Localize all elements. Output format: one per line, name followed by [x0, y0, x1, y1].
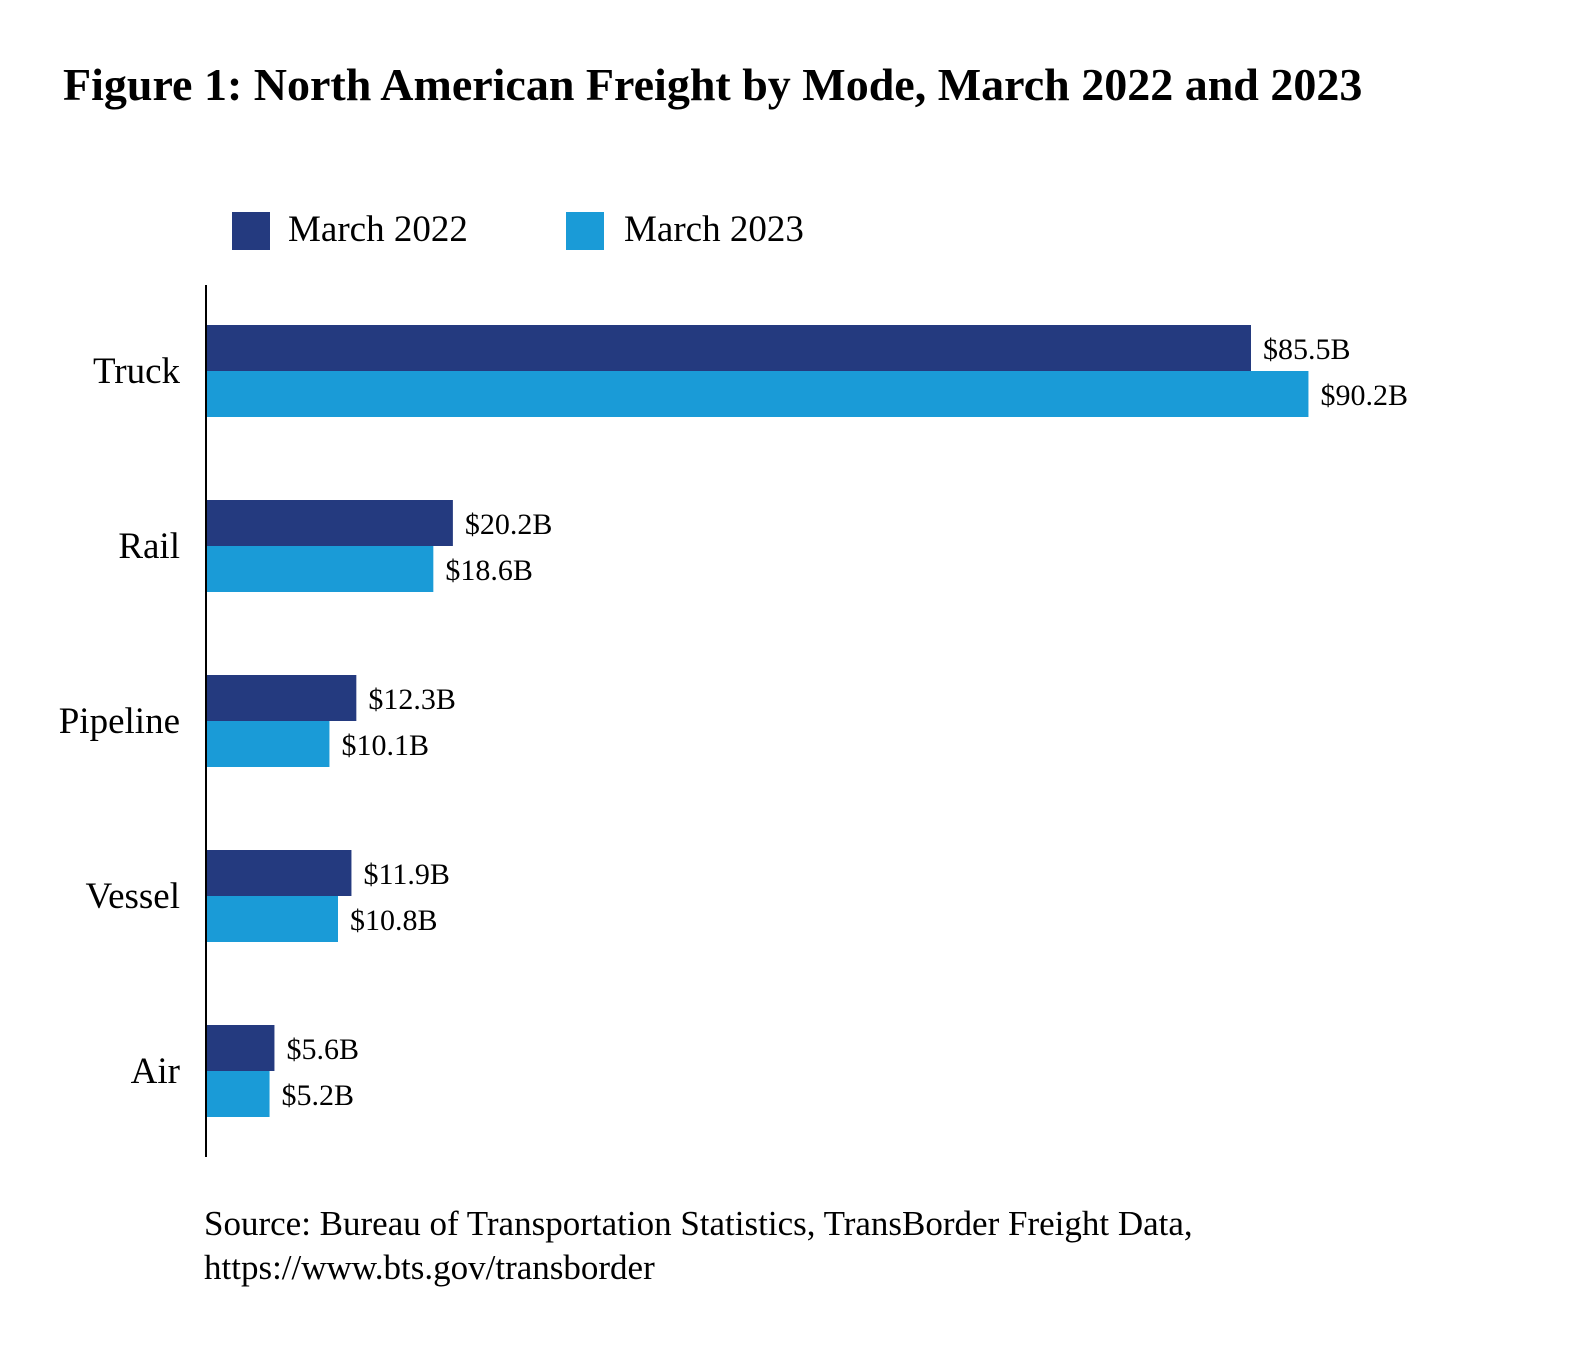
- bar-vessel-1: [206, 896, 338, 942]
- source-line-1: Source: Bureau of Transportation Statist…: [204, 1204, 1193, 1243]
- bar-air-1: [206, 1071, 270, 1117]
- source-note: Source: Bureau of Transportation Statist…: [204, 1202, 1193, 1290]
- value-label-vessel-0: $11.9B: [363, 858, 449, 891]
- category-label-rail: Rail: [118, 526, 180, 567]
- legend-swatch-2022: [232, 212, 270, 250]
- category-label-truck: Truck: [93, 351, 181, 392]
- bar-truck-0: [206, 325, 1251, 371]
- bar-vessel-0: [206, 850, 352, 896]
- value-label-pipeline-1: $10.1B: [341, 729, 429, 762]
- legend-label-2022: March 2022: [288, 209, 468, 250]
- value-label-air-0: $5.6B: [286, 1033, 359, 1066]
- category-label-vessel: Vessel: [85, 876, 180, 917]
- value-label-air-1: $5.2B: [282, 1079, 355, 1112]
- bar-rail-1: [206, 546, 434, 592]
- value-label-truck-1: $90.2B: [1320, 379, 1408, 412]
- bar-air-0: [206, 1025, 275, 1071]
- value-label-pipeline-0: $12.3B: [368, 683, 456, 716]
- legend-label-2023: March 2023: [624, 209, 804, 250]
- bar-rail-0: [206, 500, 453, 546]
- bar-pipeline-0: [206, 675, 357, 721]
- chart-title: Figure 1: North American Freight by Mode…: [63, 59, 1363, 110]
- category-label-air: Air: [131, 1051, 180, 1092]
- bar-truck-1: [206, 371, 1309, 417]
- value-label-rail-0: $20.2B: [465, 508, 553, 541]
- category-label-pipeline: Pipeline: [59, 701, 180, 742]
- value-label-rail-1: $18.6B: [445, 554, 533, 587]
- bar-pipeline-1: [206, 721, 330, 767]
- legend-swatch-2023: [566, 212, 604, 250]
- value-label-vessel-1: $10.8B: [350, 904, 438, 937]
- value-label-truck-0: $85.5B: [1263, 333, 1351, 366]
- source-line-2: https://www.bts.gov/transborder: [204, 1248, 655, 1287]
